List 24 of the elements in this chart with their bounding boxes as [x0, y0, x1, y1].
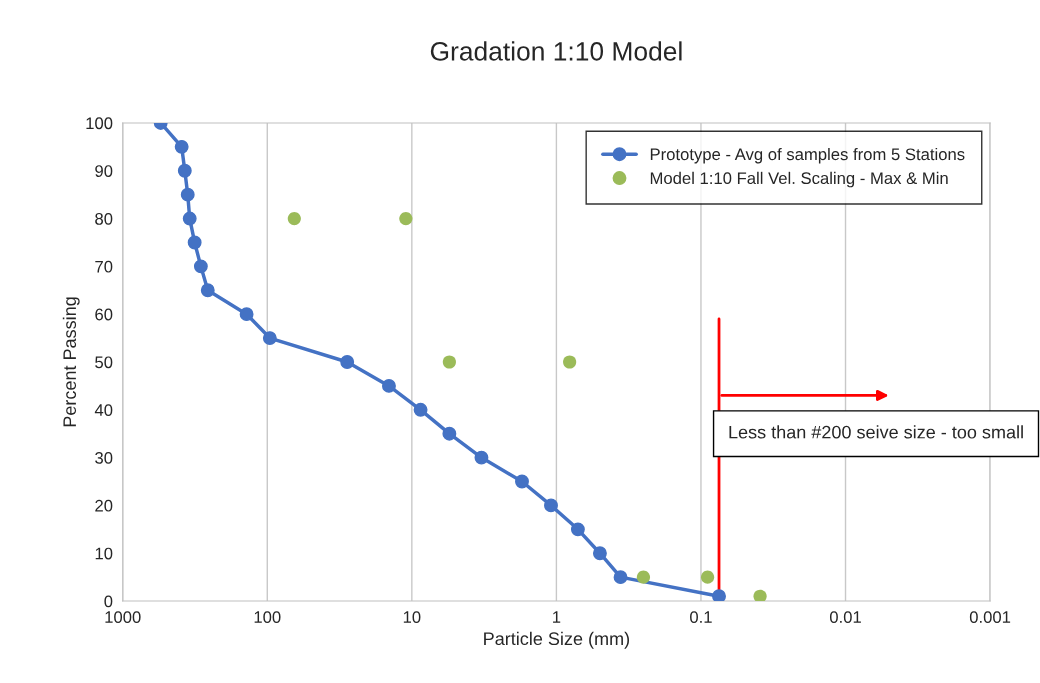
y-tick-label: 100 [86, 117, 113, 130]
ref-line-label: Less than #200 seive size - too small [729, 425, 1023, 439]
y-tick-label: 40 [94, 404, 113, 416]
y-tick-label: 20 [95, 499, 113, 512]
y-tick-label: 30 [95, 452, 113, 464]
y-tick-label: 60 [95, 308, 113, 321]
y-tick-label: 90 [95, 165, 113, 177]
y-axis-title: Percent Passing [62, 297, 80, 427]
x-tick-label: 0.001 [969, 611, 1011, 623]
x-tick-label: 100 [254, 611, 281, 623]
x-tick-label: 0.01 [829, 611, 861, 623]
x-tick-label: 0.1 [690, 611, 712, 623]
y-tick-label: 70 [95, 260, 113, 273]
x-tick-label: 1 [553, 611, 561, 623]
y-tick-label: 50 [95, 356, 113, 369]
y-tick-label: 10 [95, 547, 113, 560]
legend-label: Model 1:10 Fall Vel. Scaling - Max & Min [650, 171, 948, 188]
x-axis-title: Particle Size (mm) [484, 631, 630, 649]
x-tick-label: 10 [403, 611, 421, 623]
legend-label: Prototype - Avg of samples from 5 Stations [650, 147, 965, 164]
y-tick-label: 0 [104, 595, 113, 608]
x-tick-label: 1000 [105, 611, 141, 623]
chart-title: Gradation 1:10 Model [430, 41, 682, 61]
y-tick-label: 80 [95, 212, 113, 225]
